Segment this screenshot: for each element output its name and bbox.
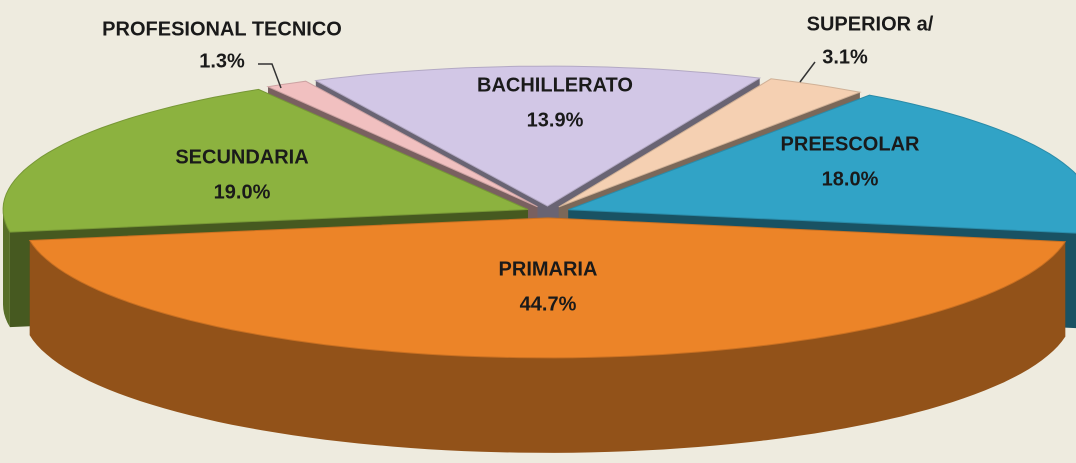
slice — [28, 217, 1067, 359]
slice-value-label: 1.3% — [199, 50, 245, 72]
slice-value-label: 44.7% — [520, 293, 577, 315]
slice-label: SUPERIOR a/ — [807, 13, 934, 35]
slice — [568, 94, 1076, 234]
slice — [2, 88, 529, 233]
slice — [266, 80, 538, 208]
slice-value-label: 18.0% — [822, 168, 879, 190]
slice-value-label: 13.9% — [527, 109, 584, 131]
slice-label: PROFESIONAL TECNICO — [102, 18, 342, 40]
leader-line — [799, 61, 816, 83]
slice — [314, 65, 762, 207]
slice-label: PREESCOLAR — [781, 133, 920, 155]
slice-wall — [3, 209, 10, 328]
slice-label: BACHILLERATO — [477, 74, 633, 96]
slice-label: SECUNDARIA — [175, 146, 308, 168]
slice-label: PRIMARIA — [499, 258, 598, 280]
slice-value-label: 19.0% — [214, 181, 271, 203]
slice-wall — [29, 240, 1066, 453]
leader-line — [258, 63, 282, 89]
slice — [558, 78, 862, 208]
slice-value-label: 3.1% — [822, 46, 868, 68]
